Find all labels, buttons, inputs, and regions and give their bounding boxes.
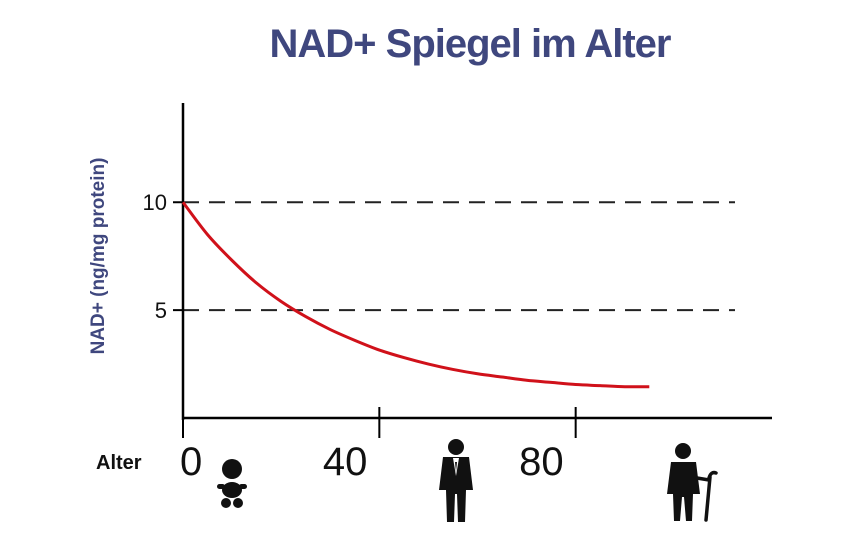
baby-icon [217,459,247,508]
series-line [181,201,650,389]
x-tick-label-0: 0 [180,440,202,484]
y-tick-label-0: 5 [155,298,167,323]
x-axis-label: Alter [96,452,142,474]
chart-title: NAD+ Spiegel im Alter [269,22,672,66]
elderly-person-icon [667,443,718,522]
businessman-icon [439,439,473,522]
x-tick-label-1: 40 [323,440,368,484]
x-tick-label-2: 80 [519,440,564,484]
y-axis-label: NAD+ (ng/mg protein) [88,158,109,355]
y-tick-label-1: 10 [143,190,167,215]
